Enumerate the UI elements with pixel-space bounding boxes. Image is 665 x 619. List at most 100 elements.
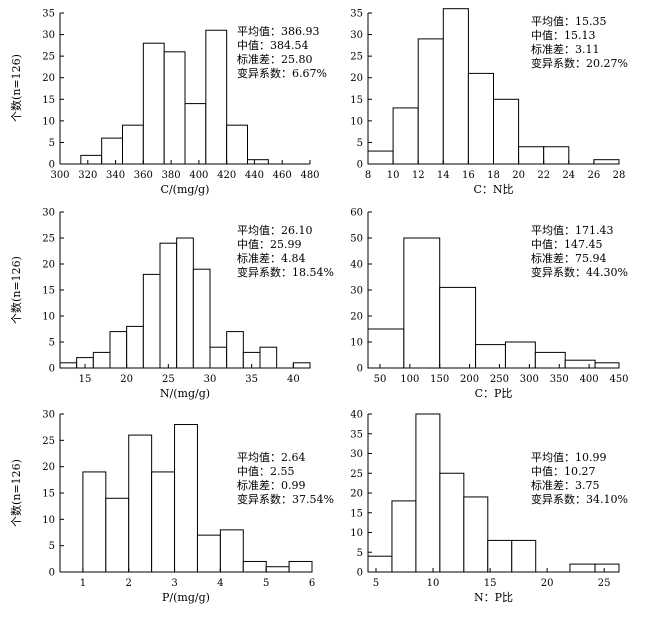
stat-mean: 平均值：171.43 (531, 224, 614, 237)
histogram-bar (415, 413, 441, 573)
histogram-bar (151, 471, 176, 573)
stat-median: 中值：2.55 (237, 465, 295, 478)
histogram-bar (417, 38, 444, 165)
y-axis-label: 个数(n=126) (10, 459, 23, 527)
y-tick-label: 0 (357, 568, 363, 579)
stat-cv: 变异系数：34.10% (531, 492, 628, 506)
stat-mean: 平均值：2.64 (237, 451, 306, 464)
y-tick-label: 5 (49, 541, 55, 552)
histogram-bar (184, 103, 207, 165)
histogram-bar (192, 268, 211, 369)
y-tick-label: 25 (42, 234, 55, 245)
y-tick-label: 10 (42, 515, 55, 526)
x-tick-label: 300 (50, 170, 69, 181)
x-axis-label: C/(mg/g) (161, 183, 210, 196)
x-tick-label: 400 (189, 170, 208, 181)
x-tick-label: 4 (217, 578, 223, 589)
x-tick-label: 6 (309, 578, 315, 589)
stat-mean: 平均值：15.35 (531, 15, 607, 28)
y-tick-label: 40 (350, 410, 363, 421)
y-tick-label: 5 (49, 138, 55, 149)
y-tick-label: 0 (49, 364, 55, 375)
histogram-bar (259, 346, 278, 369)
histogram-bar (226, 124, 249, 165)
histogram-bar (209, 346, 228, 369)
x-tick-label: 12 (412, 170, 425, 181)
y-tick-label: 15 (350, 95, 363, 106)
y-axis-label: 个数(n=126) (10, 54, 23, 122)
histogram-bar (534, 351, 566, 369)
x-tick-label: 320 (78, 170, 97, 181)
histogram-bar (105, 497, 130, 573)
y-tick-label: 15 (42, 95, 55, 106)
x-tick-label: 450 (609, 374, 628, 385)
x-axis-label: N：P比 (474, 591, 513, 604)
histogram-bar (242, 560, 267, 573)
y-tick-label: 20 (350, 73, 363, 84)
y-tick-label: 15 (42, 489, 55, 500)
histogram-bar (439, 472, 465, 573)
y-tick-label: 25 (42, 436, 55, 447)
histogram-bar (80, 154, 103, 165)
stat-cv: 变异系数：44.30% (531, 265, 628, 279)
stat-median: 中值：15.13 (531, 29, 596, 42)
y-tick-label: 20 (350, 312, 363, 323)
histogram-bar (142, 42, 165, 165)
stat-cv: 变异系数：37.54% (237, 492, 334, 506)
y-tick-label: 25 (42, 52, 55, 63)
y-tick-label: 15 (350, 508, 363, 519)
histogram-bar (176, 237, 194, 369)
x-tick-label: 1 (80, 578, 86, 589)
histogram-bar (82, 471, 107, 573)
histogram-bar (174, 424, 198, 573)
x-tick-label: 28 (613, 170, 626, 181)
stat-std: 标准差：0.99 (237, 478, 306, 492)
x-axis-label: C：N比 (473, 183, 513, 196)
stat-std: 标准差：4.84 (237, 251, 306, 265)
histogram-bar (109, 331, 128, 369)
histogram-panel-3: 0 5 10 15 20 25 30 15 20 25 30 35 40 N/(mg/g) 个数(n=126… (10, 208, 334, 401)
stat-cv: 变异系数：20.27% (531, 56, 628, 70)
histogram-bar (159, 242, 178, 369)
histogram-bar (196, 534, 221, 573)
histogram-bar (392, 107, 419, 165)
histogram-bar (593, 159, 620, 165)
x-tick-label: 300 (520, 374, 539, 385)
x-axis-label: P/(mg/g) (162, 591, 210, 604)
y-tick-label: 35 (350, 9, 363, 20)
stat-mean: 平均值：26.10 (237, 224, 313, 237)
x-tick-label: 400 (580, 374, 599, 385)
x-tick-label: 250 (490, 374, 509, 385)
stat-std: 标准差：75.94 (531, 251, 607, 265)
y-tick-label: 60 (350, 208, 363, 219)
histogram-bar (367, 150, 394, 165)
histogram-bar (126, 325, 144, 369)
histogram-panel-1: 0 5 10 15 20 25 30 35 300 320 340 360 380 400 420 440 46… (10, 9, 327, 197)
stat-median: 中值：384.54 (237, 39, 309, 52)
histogram-bar (226, 331, 244, 369)
x-tick-label: 25 (162, 374, 175, 385)
histogram-bar (475, 344, 506, 369)
x-tick-label: 480 (300, 170, 319, 181)
x-tick-label: 5 (263, 578, 269, 589)
histogram-bar (265, 566, 290, 573)
x-tick-label: 20 (541, 578, 554, 589)
stat-mean: 平均值：10.99 (531, 451, 607, 464)
histogram-bar (219, 529, 244, 573)
y-tick-label: 15 (42, 286, 55, 297)
y-tick-label: 20 (42, 462, 55, 473)
histogram-bar (367, 555, 393, 573)
histogram-bar (142, 273, 161, 369)
y-tick-label: 40 (350, 260, 363, 271)
x-tick-label: 10 (427, 578, 440, 589)
histogram-bar (487, 539, 513, 573)
y-axis-label: 个数(n=126) (10, 256, 23, 324)
histogram-bar (101, 137, 123, 165)
stat-mean: 平均值：386.93 (237, 25, 320, 38)
histogram-panel-2: 0 5 10 15 20 25 30 35 8 10 12 14 16 18 20 22 24 26 28 C：N比 平… (350, 8, 628, 196)
histogram-bar (493, 98, 520, 165)
x-tick-label: 420 (217, 170, 236, 181)
histogram-bar (511, 539, 537, 573)
